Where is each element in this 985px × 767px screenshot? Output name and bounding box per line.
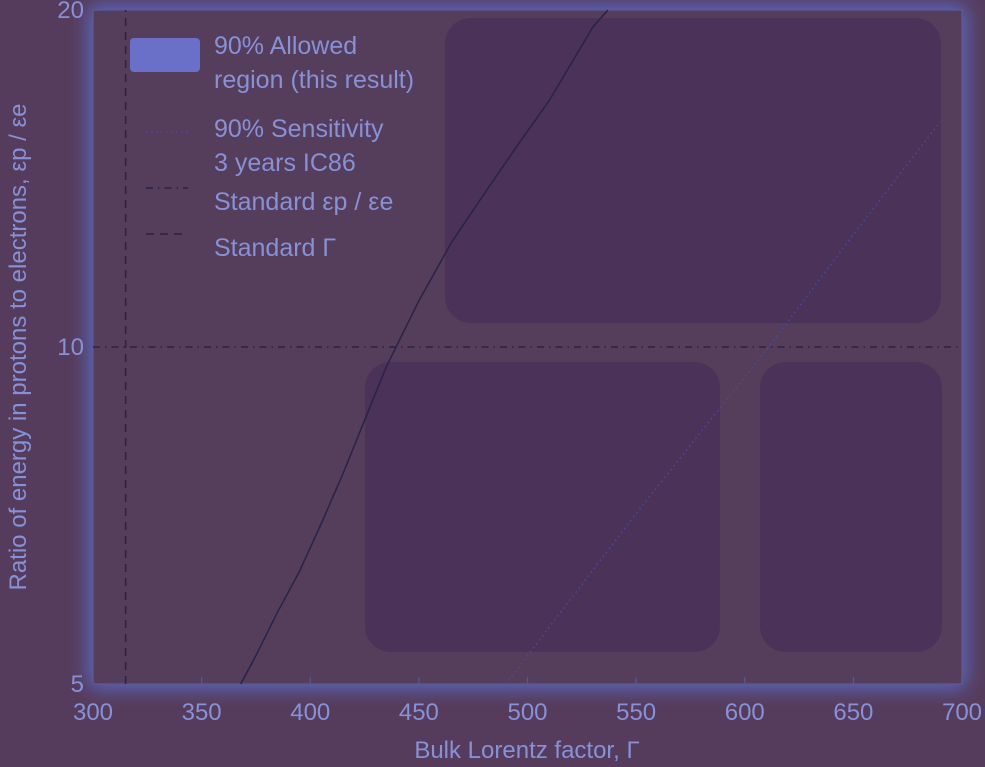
legend: 90% Allowed region (this result) 90% Sensi… (146, 32, 414, 262)
x-tick-label: 300 (73, 699, 113, 726)
x-tick-label: 700 (942, 699, 982, 726)
legend-label: region (this result) (214, 66, 414, 94)
legend-swatch (130, 38, 200, 72)
y-tick-label: 20 (57, 0, 84, 24)
x-tick-label: 650 (833, 699, 873, 726)
region-patch (445, 18, 941, 323)
region-patch (760, 362, 942, 652)
x-axis-label: Bulk Lorentz factor, Γ (414, 737, 639, 764)
series-filled-area-line (240, 9, 609, 685)
x-tick-label: 500 (507, 699, 547, 726)
legend-label: Standard Γ (214, 234, 336, 262)
y-tick-label: 10 (57, 334, 84, 361)
y-tick-label: 5 (71, 671, 84, 698)
x-tick-label: 350 (182, 699, 222, 726)
x-tick-label: 550 (616, 699, 656, 726)
legend-label: Standard εp / εe (214, 188, 393, 216)
x-tick-label: 450 (399, 699, 439, 726)
series-dotted-line (505, 121, 941, 685)
legend-label: 90% Allowed (214, 32, 357, 60)
legend-label: 90% Sensitivity (214, 115, 384, 143)
y-axis-label: Ratio of energy in protons to electrons,… (5, 104, 32, 591)
x-tick-label: 400 (290, 699, 330, 726)
region-patch (365, 362, 720, 652)
x-tick-label: 600 (725, 699, 765, 726)
legend-label: 3 years IC86 (214, 149, 356, 177)
